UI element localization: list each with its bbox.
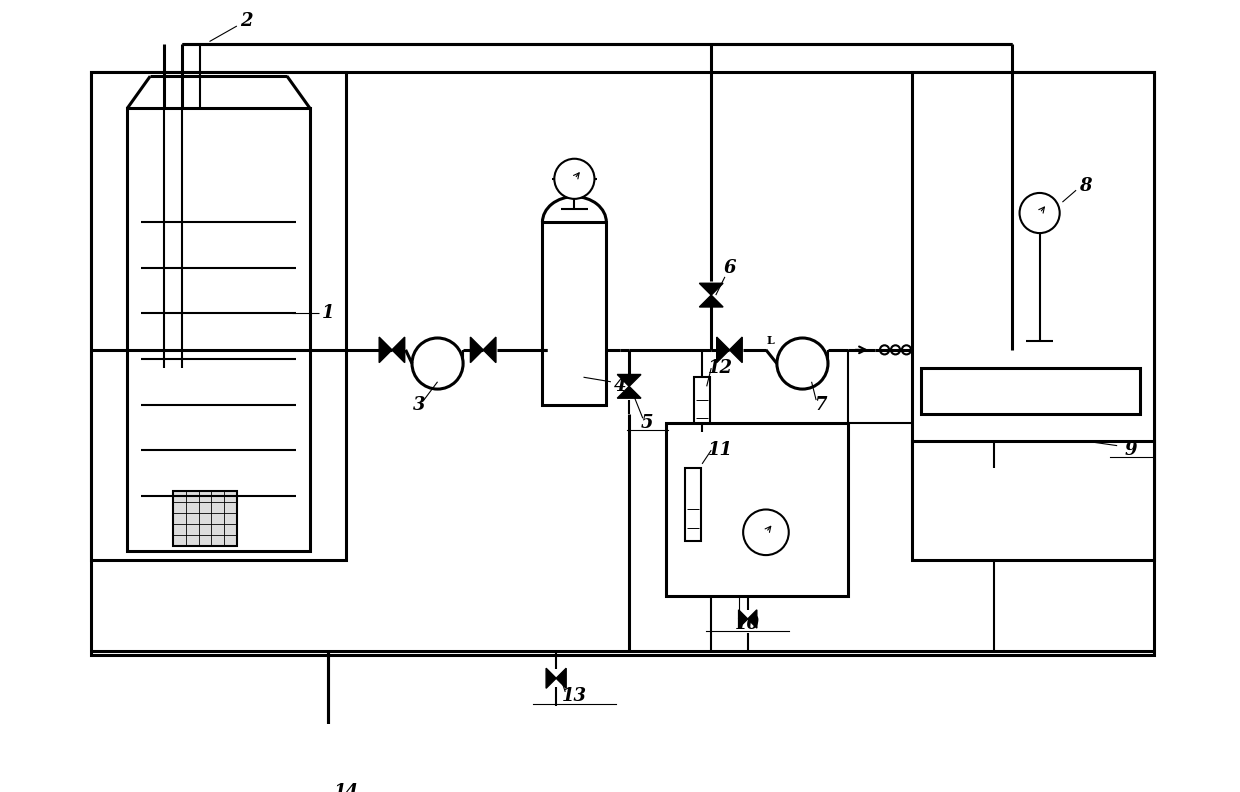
Circle shape xyxy=(901,345,911,354)
Text: 12: 12 xyxy=(708,359,733,377)
Polygon shape xyxy=(729,337,743,363)
Text: 5: 5 xyxy=(641,414,653,432)
Text: 11: 11 xyxy=(708,441,733,459)
Bar xyxy=(684,468,701,542)
Polygon shape xyxy=(392,337,404,363)
Bar xyxy=(91,71,346,560)
Polygon shape xyxy=(618,375,641,386)
Circle shape xyxy=(777,338,828,389)
Circle shape xyxy=(743,509,789,555)
Circle shape xyxy=(1019,193,1060,233)
Polygon shape xyxy=(699,295,723,307)
Polygon shape xyxy=(748,610,756,628)
Polygon shape xyxy=(618,386,641,398)
Bar xyxy=(91,71,1153,656)
Bar xyxy=(911,441,1153,560)
Bar xyxy=(128,109,310,550)
Bar xyxy=(911,71,1153,468)
Text: 13: 13 xyxy=(562,687,587,706)
Polygon shape xyxy=(379,337,392,363)
Circle shape xyxy=(412,338,463,389)
Text: 9: 9 xyxy=(1125,441,1137,459)
Text: L: L xyxy=(766,335,775,346)
Circle shape xyxy=(880,345,889,354)
Polygon shape xyxy=(546,668,557,688)
Polygon shape xyxy=(470,337,484,363)
Polygon shape xyxy=(739,610,748,628)
Text: 7: 7 xyxy=(815,395,827,413)
Bar xyxy=(666,423,848,596)
Circle shape xyxy=(554,158,594,199)
Text: 2: 2 xyxy=(239,13,252,30)
Bar xyxy=(694,377,711,432)
Bar xyxy=(315,737,342,760)
Polygon shape xyxy=(717,337,729,363)
Polygon shape xyxy=(699,284,723,295)
Circle shape xyxy=(890,345,900,354)
Text: 10: 10 xyxy=(735,615,760,633)
Text: 8: 8 xyxy=(1079,177,1091,195)
Text: 1: 1 xyxy=(322,304,335,322)
Bar xyxy=(174,491,237,546)
Text: 3: 3 xyxy=(413,395,425,413)
Polygon shape xyxy=(557,668,567,688)
Text: 4: 4 xyxy=(614,377,626,395)
Bar xyxy=(542,222,606,405)
Polygon shape xyxy=(484,337,496,363)
Text: 14: 14 xyxy=(334,783,358,792)
Bar xyxy=(921,368,1140,413)
Text: 6: 6 xyxy=(723,259,735,276)
